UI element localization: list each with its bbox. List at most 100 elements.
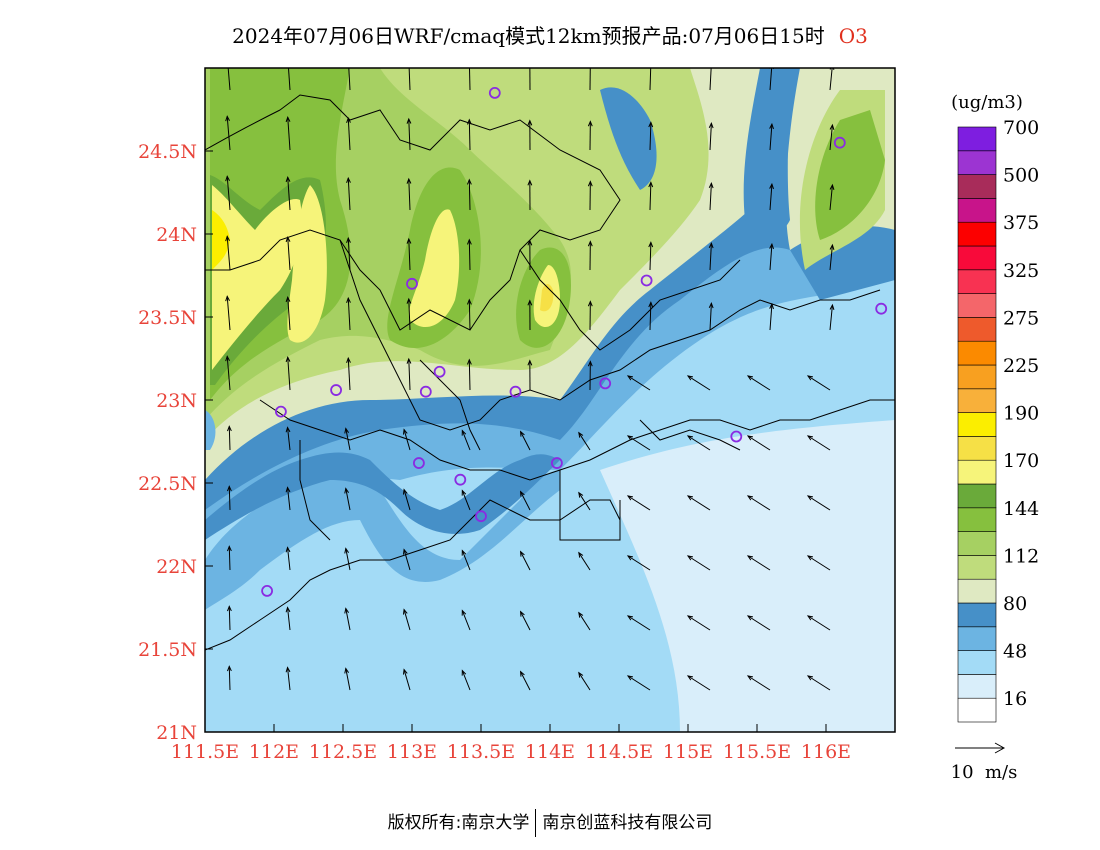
- wind-arrow: [345, 548, 351, 571]
- legend-swatch: [957, 198, 997, 223]
- wind-arrow-head: [461, 609, 467, 616]
- legend-swatch: [957, 317, 997, 342]
- wind-arrow-head: [829, 243, 835, 250]
- wind-arrow-head: [829, 123, 835, 130]
- wind-arrow: [287, 667, 291, 691]
- wind-arrow: [287, 297, 291, 331]
- wind-arrow: [226, 356, 231, 391]
- wind-arrow: [287, 357, 291, 391]
- legend-swatch: [957, 697, 997, 723]
- wind-arrow: [227, 68, 231, 91]
- wind-arrow-head: [519, 430, 525, 437]
- wind-arrow-head: [227, 485, 232, 492]
- wind-arrow-head: [806, 555, 814, 561]
- wind-arrow-head: [746, 615, 754, 621]
- wind-arrow-head: [225, 175, 230, 182]
- wind-arrow: [461, 430, 471, 451]
- legend-label: 80: [1003, 593, 1027, 615]
- wind-arrow: [687, 555, 711, 571]
- wind-arrow: [347, 178, 351, 211]
- wind-arrow: [709, 243, 712, 271]
- wind-arrow-head: [346, 356, 351, 363]
- wind-arrow: [226, 236, 231, 271]
- band-170-mid: [408, 209, 460, 328]
- wind-arrow-head: [346, 236, 351, 243]
- band-170-west2: [287, 185, 327, 343]
- wind-arrow-head: [578, 491, 584, 498]
- wind-arrow-head: [461, 489, 467, 496]
- wind-arrow-head: [225, 115, 230, 122]
- wind-arrow: [287, 607, 291, 631]
- wind-arrow-head: [285, 606, 291, 613]
- wind-arrow-head: [225, 295, 230, 302]
- wind-arrow: [649, 182, 652, 211]
- station-marker: [412, 457, 425, 469]
- wind-arrow: [649, 122, 652, 151]
- wind-arrow: [226, 116, 231, 151]
- wind-arrow: [408, 178, 411, 211]
- wind-arrow-head: [406, 177, 412, 184]
- wind-arrow: [408, 298, 411, 331]
- forecast-map: 111.5E 112E 112.5E 113E 113.5E 114E 114.5E 115E…: [138, 56, 1039, 783]
- wind-arrow: [403, 669, 411, 691]
- wind-arrow-head: [708, 122, 714, 129]
- wind-arrow-head: [225, 235, 230, 242]
- wind-arrow: [345, 488, 351, 511]
- north-strip: [600, 87, 657, 190]
- legend-swatch: [957, 126, 997, 152]
- wind-arrow-head: [285, 486, 291, 493]
- wind-scale: 10 m/s: [951, 742, 1017, 783]
- wind-arrow-head: [344, 427, 350, 434]
- wind-arrow-head: [519, 490, 525, 497]
- legend-swatch: [957, 578, 997, 604]
- wind-arrow-head: [769, 242, 774, 250]
- wind-arrow-head: [519, 610, 525, 617]
- wind-arrow-head: [806, 375, 814, 381]
- wind-arrow-head: [746, 495, 754, 501]
- wind-arrow-head: [527, 239, 533, 246]
- legend-swatch: [957, 555, 997, 580]
- station-marker: [730, 430, 743, 443]
- wind-arrow: [520, 611, 531, 631]
- wind-arrow: [468, 68, 471, 91]
- wind-arrow: [747, 435, 771, 451]
- y-tick-label: 24N: [156, 224, 197, 246]
- wind-arrow: [287, 68, 291, 91]
- band-144-east: [815, 110, 885, 240]
- wind-arrow-head: [527, 119, 533, 126]
- wind-arrow-head: [402, 668, 408, 675]
- wind-arrow-head: [578, 551, 584, 558]
- east-strip: [743, 68, 790, 235]
- wind-arrow-head: [587, 360, 593, 367]
- wind-arrow-head: [461, 669, 467, 676]
- wind-arrow-head: [227, 545, 232, 552]
- legend-label: 170: [1003, 450, 1039, 472]
- wind-arrow: [345, 668, 351, 691]
- legend-swatch: [957, 364, 997, 390]
- wind-arrow-head: [578, 671, 584, 678]
- wind-arrow-head: [708, 182, 714, 189]
- wind-arrow-head: [406, 297, 412, 304]
- wind-arrow: [228, 606, 231, 631]
- station-marker: [875, 302, 888, 315]
- wind-arrow-head: [587, 300, 593, 307]
- wind-arrow: [228, 666, 231, 691]
- wind-arrow: [709, 303, 712, 331]
- wind-arrow: [348, 68, 351, 91]
- wind-arrow-head: [226, 56, 230, 61]
- wind-arrow: [403, 609, 411, 631]
- legend-label: 190: [1003, 403, 1039, 425]
- legend-swatch: [957, 626, 997, 651]
- wind-arrow-head: [344, 487, 350, 494]
- legend-label: 700: [1003, 117, 1039, 139]
- wind-arrow: [228, 426, 231, 451]
- wind-arrow-head: [626, 615, 634, 621]
- wind-arrow-head: [578, 611, 584, 618]
- wind-arrow: [287, 237, 291, 271]
- station-marker: [599, 377, 612, 390]
- wind-arrow-head: [407, 59, 411, 64]
- legend-swatch: [957, 507, 997, 532]
- legend-label: 48: [1003, 641, 1027, 663]
- wind-arrow: [461, 550, 471, 571]
- station-markers: [261, 87, 888, 597]
